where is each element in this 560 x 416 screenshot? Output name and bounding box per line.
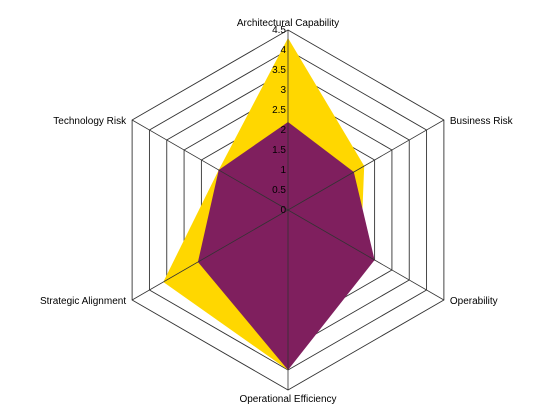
tick-label: 1 [280, 165, 286, 176]
tick-label: 3.5 [272, 65, 286, 76]
tick-label: 4 [280, 45, 286, 56]
tick-label: 3 [280, 85, 286, 96]
tick-label: 0.5 [272, 185, 286, 196]
spoke [287, 209, 445, 301]
axis-label: Operational Efficiency [239, 394, 336, 405]
tick-labels: 0 0.5 1 1.5 2 2.5 3 3.5 4 4.5 [272, 25, 286, 216]
tick-label: 2 [280, 125, 286, 136]
axis-label: Technology Risk [53, 116, 127, 127]
axis-label: Operability [450, 296, 498, 307]
tick-label: 4.5 [272, 25, 286, 36]
spoke [287, 119, 445, 211]
spoke [131, 119, 289, 211]
spoke [131, 209, 289, 301]
tick-label: 0 [280, 205, 286, 216]
series-polygon-2 [197, 122, 375, 370]
axis-label: Business Risk [450, 116, 514, 127]
spokes [131, 30, 445, 390]
tick-label: 2.5 [272, 105, 286, 116]
tick-label: 1.5 [272, 145, 286, 156]
axis-label: Strategic Alignment [40, 296, 126, 307]
axis-labels: Architectural Capability Business Risk Ope… [40, 18, 514, 405]
series-layer [163, 38, 375, 370]
axis-label: Architectural Capability [237, 18, 339, 29]
